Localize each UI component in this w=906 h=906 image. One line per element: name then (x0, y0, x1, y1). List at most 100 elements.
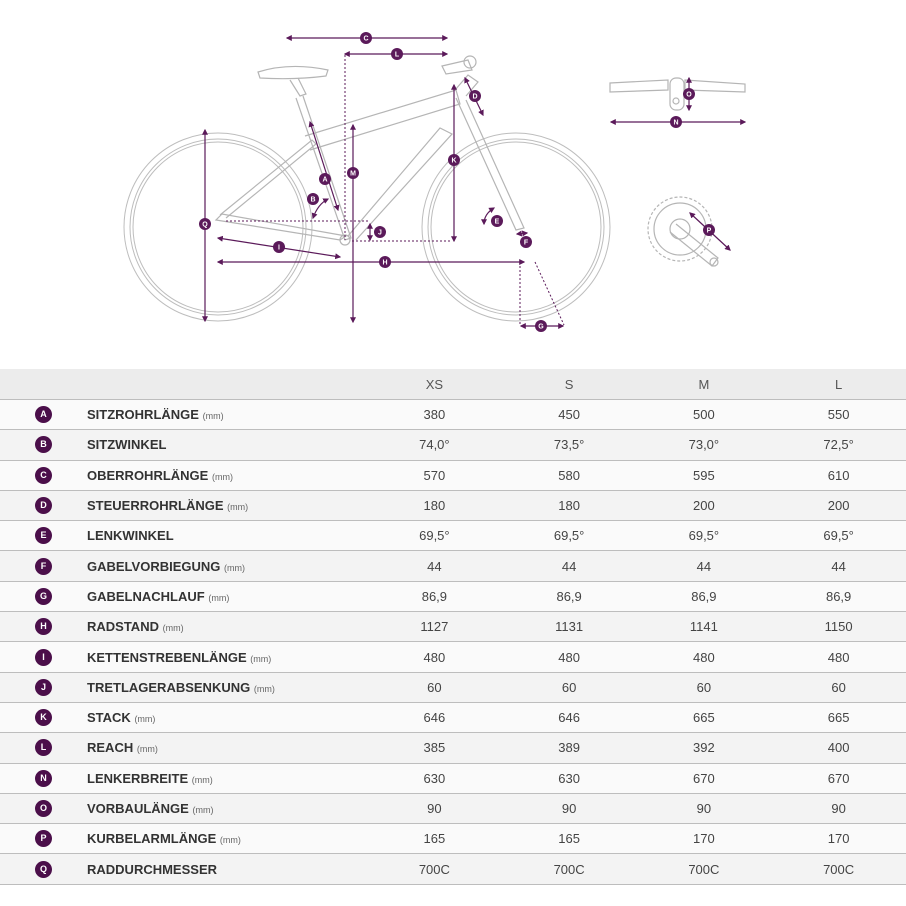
row-unit: (mm) (219, 835, 241, 846)
label-k-icon: K (448, 154, 460, 166)
cell-xs: 570 (367, 459, 502, 491)
header-size-xs: XS (367, 369, 502, 400)
cell-l: 200 (771, 489, 906, 521)
row-unit: (mm) (192, 805, 214, 815)
row-name: OBERROHRLÄNGE (87, 467, 209, 483)
cell-xs: 165 (367, 823, 502, 854)
cell-l: 550 (771, 398, 906, 430)
label-n-icon: N (670, 116, 682, 128)
svg-text:A: A (322, 177, 327, 184)
cell-s: 165 (501, 823, 637, 854)
cell-s: 86,9 (501, 580, 637, 612)
label-o-icon: O (683, 88, 695, 100)
cell-m: 392 (636, 732, 772, 764)
cell-l: 170 (771, 823, 906, 854)
svg-text:I: I (278, 245, 280, 252)
badge-icon: E (35, 527, 52, 545)
row-unit: (mm) (211, 471, 233, 482)
row-name: TRETLAGERABSENKUNG (87, 679, 251, 695)
badge-icon: A (35, 406, 52, 424)
cell-l: 700C (771, 853, 906, 885)
cell-s: 69,5° (501, 520, 637, 551)
header-size-m: M (636, 369, 772, 400)
cell-l: 1150 (771, 611, 906, 642)
svg-text:K: K (451, 158, 456, 165)
row-unit: (mm) (162, 623, 184, 634)
table-row: L REACH (mm) 385 389 392 400 (0, 732, 906, 764)
row-unit: (mm) (250, 653, 272, 664)
badge-icon: Q (35, 860, 52, 878)
cell-s: 44 (501, 550, 637, 582)
cell-s: 60 (501, 671, 637, 703)
label-e-icon: E (491, 215, 503, 227)
cell-s: 1131 (501, 611, 637, 642)
cell-m: 73,0° (636, 429, 772, 461)
cell-m: 170 (636, 823, 772, 854)
cell-s: 73,5° (501, 429, 637, 461)
table-row: J TRETLAGERABSENKUNG (mm) 60 60 60 60 (0, 671, 906, 703)
svg-text:N: N (673, 120, 678, 127)
cell-xs: 44 (367, 550, 502, 582)
row-unit: (mm) (224, 562, 246, 573)
badge-icon: G (35, 587, 52, 605)
label-l-icon: L (391, 48, 403, 60)
table-row: K STACK (mm) 646 646 665 665 (0, 701, 906, 733)
label-j-icon: J (374, 226, 386, 238)
label-d-icon: D (469, 90, 481, 102)
label-b-icon: B (307, 193, 319, 205)
table-row: E LENKWINKEL 69,5° 69,5° 69,5° 69,5° (0, 520, 906, 551)
svg-text:C: C (363, 36, 368, 43)
cell-s: 389 (501, 732, 637, 764)
table-row: N LENKERBREITE (mm) 630 630 670 670 (0, 762, 906, 794)
row-unit: (mm) (253, 683, 275, 694)
svg-text:H: H (382, 260, 387, 267)
cell-l: 72,5° (771, 429, 906, 461)
cell-m: 60 (636, 671, 772, 703)
row-name: SITZROHRLÄNGE (87, 407, 199, 423)
table-row: P KURBELARMLÄNGE (mm) 165 165 170 170 (0, 823, 906, 854)
table-row: Q RADDURCHMESSER 700C 700C 700C 700C (0, 853, 906, 885)
badge-icon: O (35, 800, 52, 818)
cell-xs: 380 (367, 398, 502, 430)
label-m-icon: M (347, 167, 359, 179)
rear-wheel-icon (123, 132, 313, 322)
badge-icon: K (35, 709, 52, 727)
badge-icon: H (35, 618, 52, 636)
cell-s: 630 (501, 762, 637, 794)
table-row: I KETTENSTREBENLÄNGE (mm) 480 480 480 48… (0, 641, 906, 673)
svg-text:Q: Q (202, 222, 208, 229)
header-blank-name (87, 369, 367, 400)
table-header-row: XS S M L (0, 369, 906, 400)
cell-l: 665 (771, 701, 906, 733)
row-name: VORBAULÄNGE (87, 801, 189, 816)
row-name: KETTENSTREBENLÄNGE (87, 649, 247, 665)
badge-icon: P (35, 830, 52, 848)
header-size-l: L (771, 369, 906, 400)
label-a-icon: A (319, 173, 331, 185)
cell-m: 700C (636, 853, 772, 885)
cell-m: 480 (636, 641, 772, 673)
dimension-labels: C L D K M A B Q J I H E F G O N P (199, 32, 715, 332)
cell-s: 646 (501, 701, 637, 733)
geometry-table: XS S M L A SITZROHRLÄNGE (mm) 380 450 50… (0, 369, 906, 885)
table-row: F GABELVORBIEGUNG (mm) 44 44 44 44 (0, 550, 906, 582)
cell-s: 480 (501, 641, 637, 673)
cell-xs: 69,5° (367, 520, 502, 551)
svg-text:L: L (395, 52, 400, 59)
cell-m: 69,5° (636, 520, 772, 551)
svg-text:G: G (538, 324, 544, 331)
label-g-icon: G (535, 320, 547, 332)
table-row: G GABELNACHLAUF (mm) 86,9 86,9 86,9 86,9 (0, 580, 906, 612)
cell-m: 44 (636, 550, 772, 582)
cell-l: 670 (771, 762, 906, 794)
cell-l: 400 (771, 732, 906, 764)
badge-icon: D (35, 497, 52, 515)
bike-geometry-svg: C L D K M A B Q J I H E F G O N P (123, 32, 747, 332)
badge-icon: B (35, 436, 52, 454)
header-blank (0, 369, 87, 400)
cell-xs: 1127 (367, 611, 502, 642)
cell-m: 595 (636, 459, 772, 491)
svg-text:J: J (378, 230, 382, 237)
bike-geometry-diagram: C L D K M A B Q J I H E F G O N P (0, 0, 906, 365)
table-row: A SITZROHRLÄNGE (mm) 380 450 500 550 (0, 398, 906, 430)
